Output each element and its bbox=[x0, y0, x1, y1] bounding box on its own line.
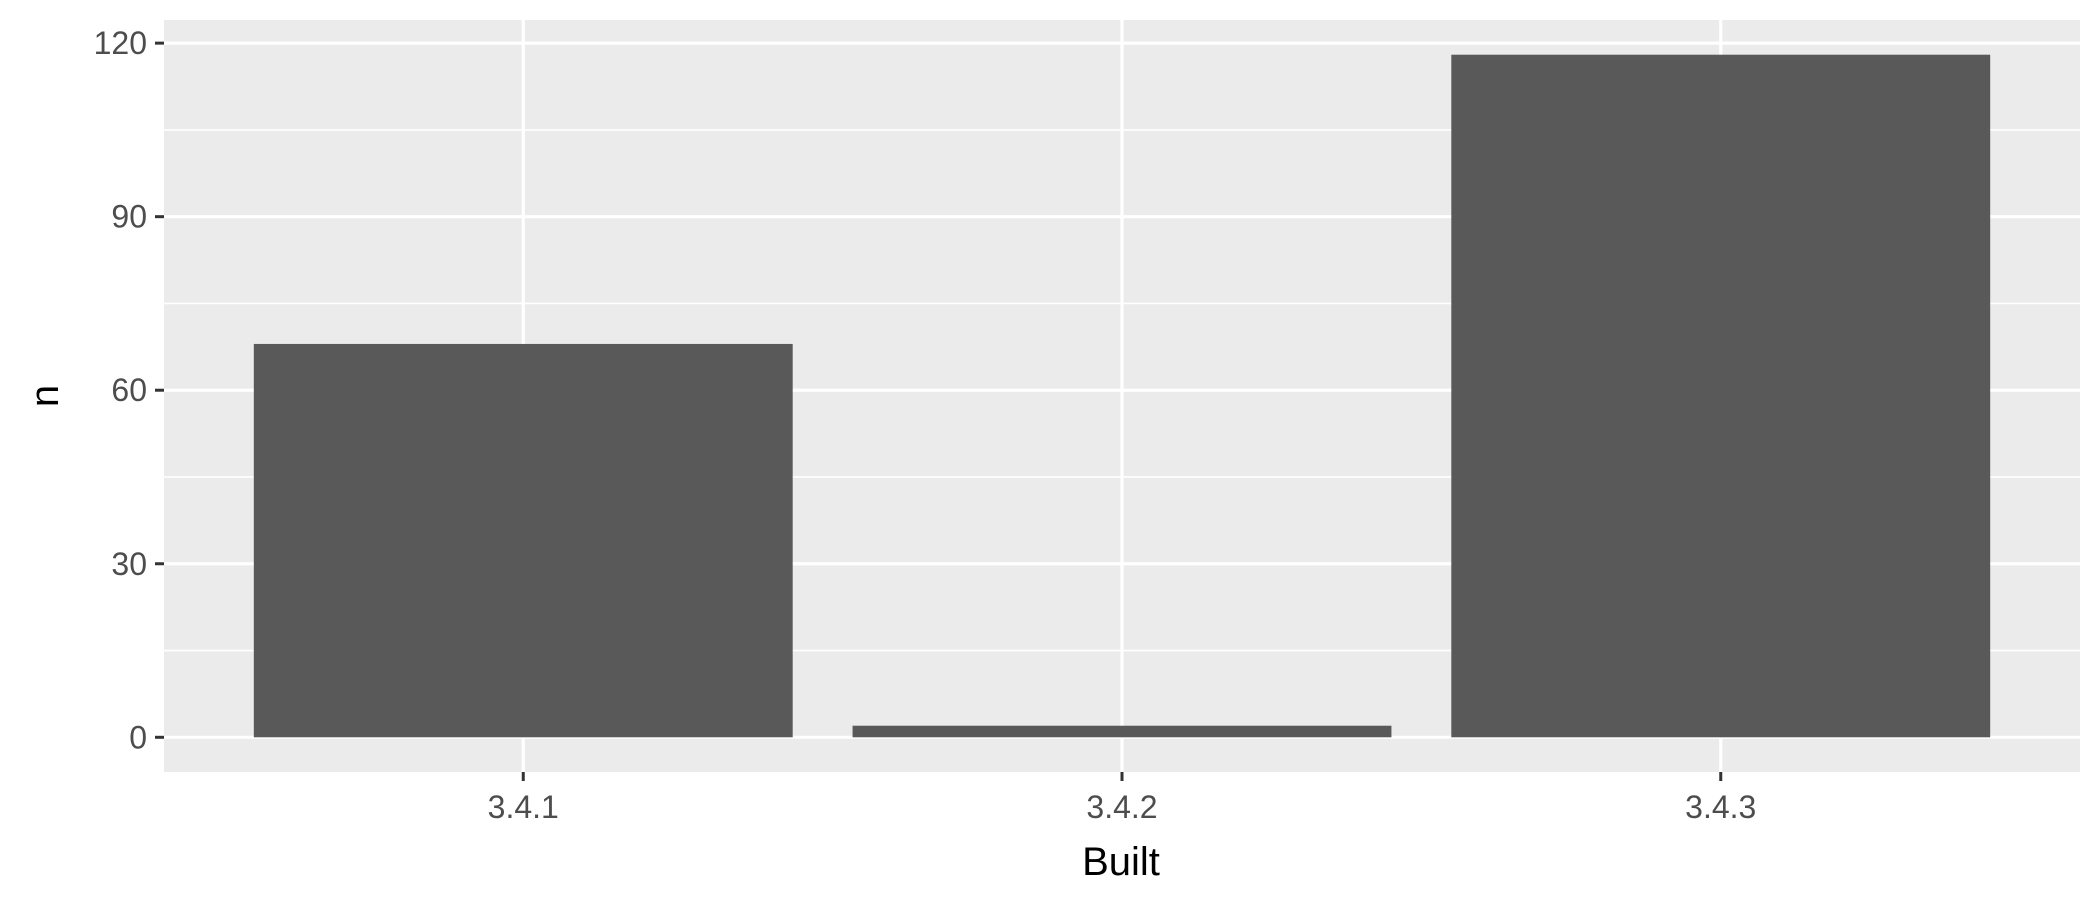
x-tick-label: 3.4.1 bbox=[488, 789, 559, 825]
y-axis-title: n bbox=[23, 385, 67, 407]
bar-3.4.2 bbox=[852, 725, 1392, 738]
y-tick-label: 30 bbox=[111, 546, 147, 582]
y-tick-label: 120 bbox=[94, 25, 147, 61]
x-tick-label: 3.4.3 bbox=[1685, 789, 1756, 825]
x-tick-label: 3.4.2 bbox=[1086, 789, 1157, 825]
tick-labels: 0 30 60 90 120 3.4.1 3.4.2 3.4.3 bbox=[94, 25, 1757, 825]
y-tick-label: 90 bbox=[111, 199, 147, 235]
bar-3.4.1 bbox=[253, 343, 793, 738]
y-tick-label: 60 bbox=[111, 372, 147, 408]
axis-ticks bbox=[155, 41, 1723, 781]
y-tick-label: 0 bbox=[129, 719, 147, 755]
bar-3.4.3 bbox=[1451, 54, 1991, 738]
x-axis-title: Built bbox=[1082, 840, 1160, 884]
bars bbox=[253, 54, 1991, 738]
